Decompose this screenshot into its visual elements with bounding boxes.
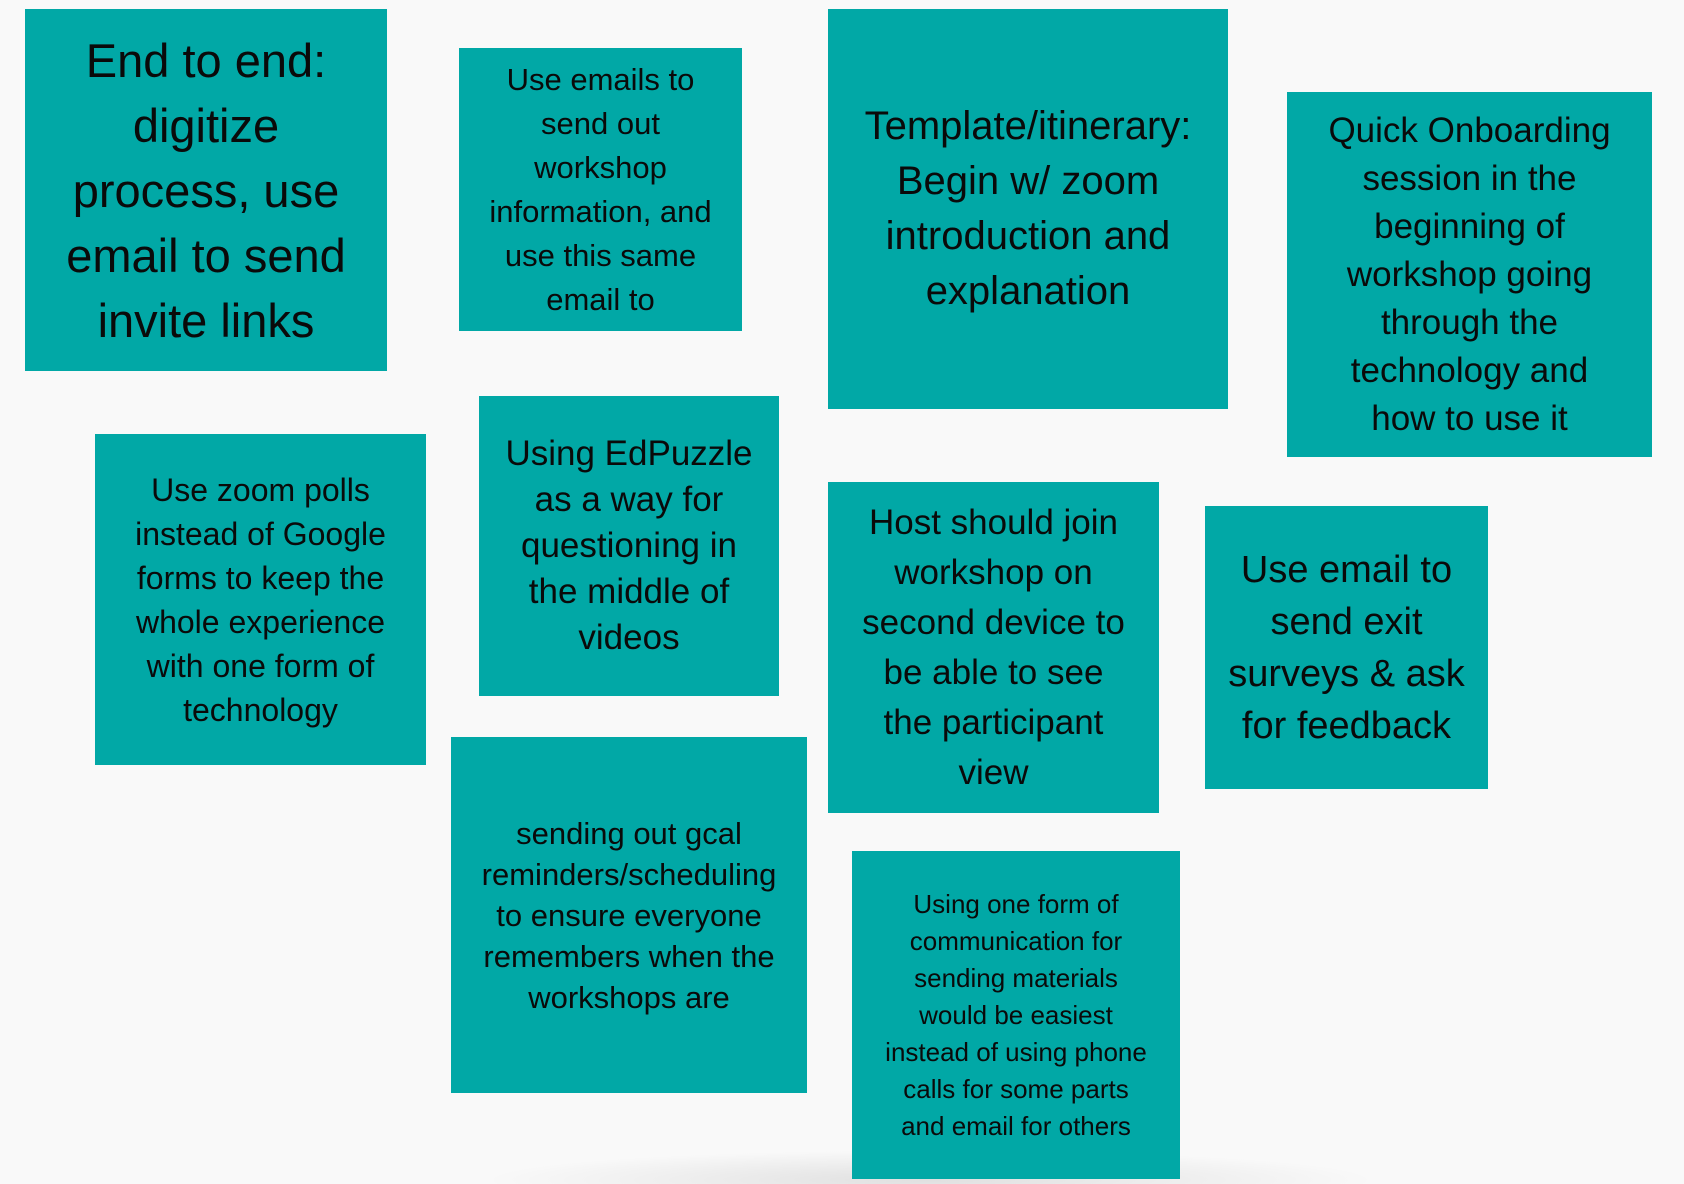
sticky-note-use-emails[interactable]: Use emails to send out workshop informat… [459, 48, 742, 331]
sticky-note-exit-surveys[interactable]: Use email to send exit surveys & ask for… [1205, 506, 1488, 789]
sticky-note-text: sending out gcal reminders/scheduling to… [481, 815, 777, 1015]
sticky-note-edpuzzle[interactable]: Using EdPuzzle as a way for questioning … [479, 396, 779, 696]
sticky-note-gcal-reminders[interactable]: sending out gcal reminders/scheduling to… [451, 737, 807, 1093]
sticky-note-end-to-end[interactable]: End to end: digitize process, use email … [25, 9, 387, 371]
sticky-note-zoom-polls[interactable]: Use zoom polls instead of Google forms t… [95, 434, 426, 765]
sticky-note-text: Use email to send exit surveys & ask for… [1228, 548, 1465, 747]
sticky-note-text: Use emails to send out workshop informat… [489, 61, 712, 317]
sticky-note-text: Using EdPuzzle as a way for questioning … [505, 434, 753, 657]
sticky-note-one-form-communication[interactable]: Using one form of communication for send… [852, 851, 1180, 1179]
sticky-note-template-itinerary[interactable]: Template/itinerary: Begin w/ zoom introd… [828, 9, 1228, 409]
sticky-note-text: Template/itinerary: Begin w/ zoom introd… [864, 104, 1192, 313]
sticky-note-text: End to end: digitize process, use email … [66, 33, 346, 347]
sticky-note-text: Quick Onboarding session in the beginnin… [1328, 110, 1611, 438]
sticky-note-text: Using one form of communication for send… [885, 888, 1147, 1141]
sticky-note-host-second-device[interactable]: Host should join workshop on second devi… [828, 482, 1159, 813]
sticky-note-text: Use zoom polls instead of Google forms t… [135, 471, 386, 728]
sticky-note-text: Host should join workshop on second devi… [862, 502, 1125, 792]
sticky-note-quick-onboarding[interactable]: Quick Onboarding session in the beginnin… [1287, 92, 1652, 457]
